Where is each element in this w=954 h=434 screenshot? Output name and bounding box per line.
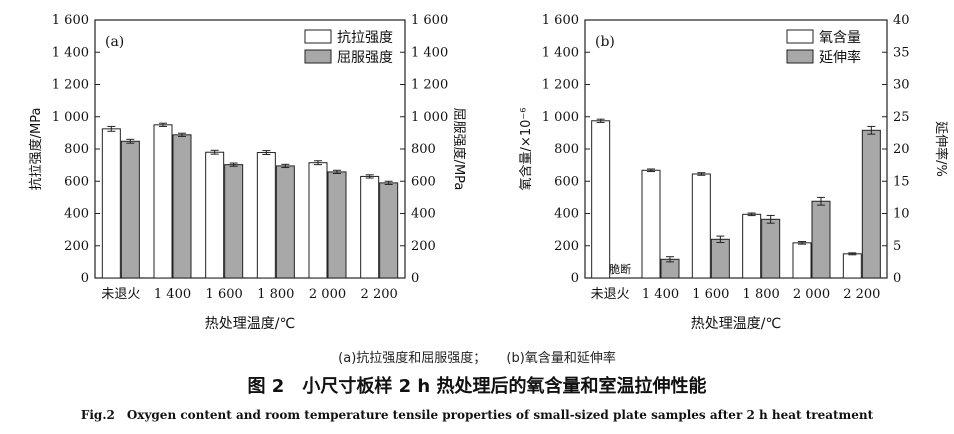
chart-b-bar bbox=[591, 120, 611, 279]
chart-b-left-tick-label: 1 200 bbox=[542, 78, 579, 93]
chart-b-left-tick-label: 1 600 bbox=[542, 13, 579, 28]
chart-b-left-tick-label: 1 400 bbox=[542, 45, 579, 60]
sub-caption-a: (a)抗拉强度和屈服强度； bbox=[338, 351, 487, 366]
chart-a-bar bbox=[101, 128, 121, 279]
chart-b-right-tick-label: 30 bbox=[893, 78, 910, 93]
sub-caption-b: (b)氧含量和延伸率 bbox=[506, 351, 616, 366]
chart-b-x-tick-label: 1 600 bbox=[692, 287, 729, 302]
chart-a-right-tick-label: 1 600 bbox=[411, 13, 448, 28]
chart-b-legend-label: 延伸率 bbox=[819, 49, 861, 66]
chart-a-x-tick-label: 未退火 bbox=[101, 287, 140, 302]
figure-caption-english: Fig.2 Oxygen content and room temperatur… bbox=[80, 408, 874, 422]
chart-b-bar bbox=[641, 169, 661, 279]
chart-b-bar bbox=[710, 238, 730, 279]
chart-b-bar bbox=[742, 213, 762, 279]
chart-b-left-tick-label: 800 bbox=[554, 142, 579, 157]
chart-b-bar bbox=[811, 200, 831, 279]
chart-a-right-tick-label: 800 bbox=[411, 142, 436, 157]
chart-b-right-tick-label: 15 bbox=[893, 174, 910, 189]
chart-a-panel-label: (a) bbox=[105, 34, 124, 50]
chart-b-right-tick-label: 40 bbox=[893, 13, 910, 28]
chart-a-right-tick-label: 0 bbox=[411, 271, 419, 286]
chart-a-x-tick-label: 1 400 bbox=[154, 287, 191, 302]
chart-a-right-tick-label: 200 bbox=[411, 239, 436, 254]
chart-a-bar bbox=[224, 164, 244, 279]
chart-a-bar bbox=[327, 171, 347, 279]
figure-caption-main: 图 2 小尺寸板样 2 h 热处理后的氧含量和室温拉伸性能 bbox=[247, 376, 707, 397]
chart-b-left-tick-label: 0 bbox=[571, 271, 579, 286]
chart-a-bar bbox=[379, 182, 399, 279]
chart-b-right-tick-label: 25 bbox=[893, 110, 910, 125]
chart-b-x-tick-label: 未退火 bbox=[591, 287, 630, 302]
chart-a-bar bbox=[256, 152, 276, 279]
chart-b-legend-swatch bbox=[786, 49, 814, 64]
chart-b-right-tick-label: 0 bbox=[893, 271, 901, 286]
chart-a-x-axis-title: 热处理温度/℃ bbox=[205, 316, 295, 332]
chart-a-left-tick-label: 600 bbox=[64, 174, 89, 189]
chart-a-right-tick-label: 1 200 bbox=[411, 78, 448, 93]
chart-b-x-tick-label: 1 400 bbox=[642, 287, 679, 302]
chart-b-panel-label: (b) bbox=[595, 34, 615, 50]
sub-caption: (a)抗拉强度和屈服强度； (b)氧含量和延伸率 bbox=[0, 347, 954, 366]
chart-b-y-axis-title: 氧含量/×10⁻⁶ bbox=[518, 108, 534, 191]
chart-a-x-tick-label: 1 600 bbox=[206, 287, 243, 302]
chart-a-legend-label: 抗拉强度 bbox=[337, 30, 393, 46]
chart-b-legend-swatch bbox=[786, 29, 814, 44]
chart-a-x-tick-label: 2 200 bbox=[361, 287, 398, 302]
chart-a-bar bbox=[275, 165, 295, 279]
chart-a-left-tick-label: 800 bbox=[64, 142, 89, 157]
chart-b-left-tick-label: 1 000 bbox=[542, 110, 579, 125]
chart-b-x-tick-label: 1 800 bbox=[743, 287, 780, 302]
chart-a-left-tick-label: 400 bbox=[64, 207, 89, 222]
chart-b-annotation: 脆断 bbox=[609, 262, 631, 276]
chart-a-bar bbox=[172, 134, 192, 279]
chart-a-bar bbox=[120, 140, 140, 279]
chart-a-left-tick-label: 1 400 bbox=[52, 45, 89, 60]
chart-a-bar bbox=[153, 124, 173, 279]
chart-b-bar bbox=[691, 173, 711, 279]
chart-b-left-tick-label: 200 bbox=[554, 239, 579, 254]
chart-a-legend-swatch bbox=[304, 49, 332, 64]
chart-b-x-tick-label: 2 200 bbox=[843, 287, 880, 302]
chart-a-right-tick-label: 400 bbox=[411, 207, 436, 222]
chart-a-bar bbox=[360, 175, 380, 279]
chart-b-bar bbox=[792, 242, 812, 279]
chart-b-legend-label: 氧含量 bbox=[819, 30, 861, 46]
chart-b-bar bbox=[842, 253, 862, 279]
chart-b-left-tick-label: 400 bbox=[554, 207, 579, 222]
chart-b-left-tick-label: 600 bbox=[554, 174, 579, 189]
chart-a-left-tick-label: 0 bbox=[81, 271, 89, 286]
chart-a-right-tick-label: 1 000 bbox=[411, 110, 448, 125]
chart-b-right-tick-label: 5 bbox=[893, 239, 901, 254]
chart-b-x-axis-title: 热处理温度/℃ bbox=[691, 316, 781, 332]
chart-b-right-tick-label: 20 bbox=[893, 142, 910, 157]
chart-a-right-tick-label: 600 bbox=[411, 174, 436, 189]
chart-a-y-axis-title: 抗拉强度/MPa bbox=[28, 108, 44, 191]
chart-a-left-tick-label: 1 200 bbox=[52, 78, 89, 93]
chart-b-right-tick-label: 10 bbox=[893, 207, 910, 222]
chart-a-y2-axis-title: 屈服强度/MPa bbox=[451, 108, 467, 191]
chart-a-legend-label: 屈服强度 bbox=[337, 50, 393, 66]
chart-a-left-tick-label: 1 000 bbox=[52, 110, 89, 125]
chart-b-bar bbox=[761, 218, 781, 279]
chart-b-x-tick-label: 2 000 bbox=[793, 287, 830, 302]
chart-a-x-tick-label: 1 800 bbox=[257, 287, 294, 302]
chart-a-bar bbox=[308, 162, 328, 279]
chart-b-right-tick-label: 35 bbox=[893, 45, 910, 60]
chart-b-y2-axis-title: 延伸率/% bbox=[933, 121, 949, 177]
chart-a-x-tick-label: 2 000 bbox=[309, 287, 346, 302]
chart-b-bar bbox=[861, 129, 881, 279]
chart-a-bar bbox=[205, 151, 225, 279]
chart-a-left-tick-label: 200 bbox=[64, 239, 89, 254]
chart-a-legend-swatch bbox=[304, 29, 332, 44]
chart-a-left-tick-label: 1 600 bbox=[52, 13, 89, 28]
chart-a-right-tick-label: 1 400 bbox=[411, 45, 448, 60]
